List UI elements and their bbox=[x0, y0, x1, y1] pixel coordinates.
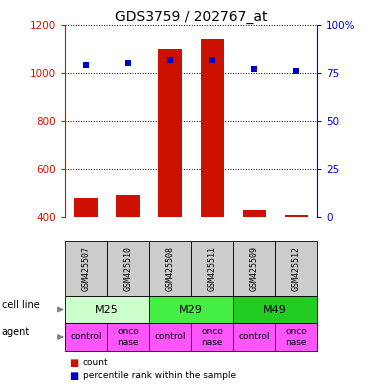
Text: GSM425509: GSM425509 bbox=[250, 246, 259, 291]
Text: M49: M49 bbox=[263, 305, 287, 314]
Bar bbox=[158, 49, 181, 313]
Text: percentile rank within the sample: percentile rank within the sample bbox=[83, 371, 236, 380]
Text: ■: ■ bbox=[69, 358, 78, 368]
Text: cell line: cell line bbox=[2, 300, 40, 310]
Text: onco
nase: onco nase bbox=[117, 327, 139, 347]
Text: M25: M25 bbox=[95, 305, 119, 314]
Text: GSM425508: GSM425508 bbox=[165, 246, 174, 291]
Text: GSM425510: GSM425510 bbox=[124, 246, 132, 291]
Text: control: control bbox=[239, 333, 270, 341]
Text: ■: ■ bbox=[69, 371, 78, 381]
Bar bbox=[116, 195, 139, 313]
Bar bbox=[74, 198, 98, 313]
Text: control: control bbox=[70, 333, 102, 341]
Text: agent: agent bbox=[2, 327, 30, 338]
Text: GSM425507: GSM425507 bbox=[82, 246, 91, 291]
Bar bbox=[243, 210, 266, 313]
Text: GSM425512: GSM425512 bbox=[292, 246, 301, 291]
Text: GSM425511: GSM425511 bbox=[208, 246, 217, 291]
Text: onco
nase: onco nase bbox=[201, 327, 223, 347]
Bar bbox=[200, 40, 224, 313]
Text: onco
nase: onco nase bbox=[285, 327, 307, 347]
Title: GDS3759 / 202767_at: GDS3759 / 202767_at bbox=[115, 10, 267, 24]
Text: count: count bbox=[83, 358, 108, 367]
Bar bbox=[285, 215, 308, 313]
Text: control: control bbox=[154, 333, 186, 341]
Text: M29: M29 bbox=[179, 305, 203, 314]
